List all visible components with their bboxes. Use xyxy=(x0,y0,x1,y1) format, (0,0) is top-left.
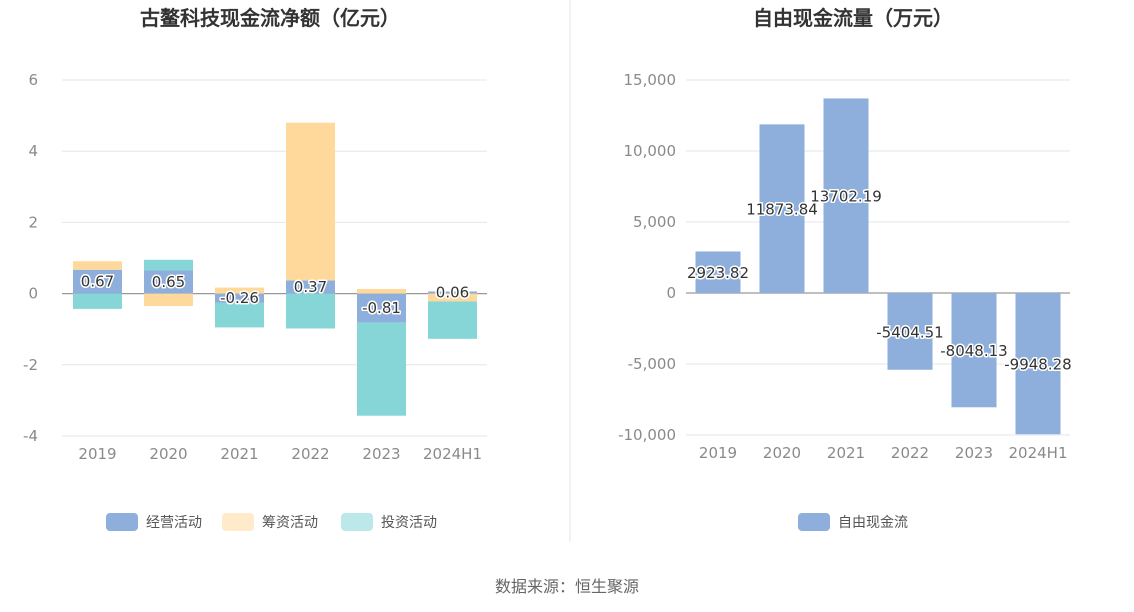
right-chart-title: 自由现金流量（万元） xyxy=(753,6,953,30)
chart-2-y-tick-label: 15,000 xyxy=(624,71,677,89)
chart-2-y-tick-label: 0 xyxy=(666,284,676,302)
chart-1-legend-swatch-筹资活动 xyxy=(222,513,254,531)
chart-1-bar-经营活动-2020 xyxy=(144,270,193,294)
chart-2-x-tick-label: 2020 xyxy=(763,444,801,462)
chart-1-y-tick-label: 2 xyxy=(28,213,38,231)
chart-2-y-tick-label: 10,000 xyxy=(624,142,677,160)
chart-1-bar-投资活动-2019 xyxy=(73,293,122,309)
left-chart-title: 古鳌科技现金流净额（亿元） xyxy=(140,6,400,30)
chart-1-data-label: -0.26 xyxy=(220,289,259,307)
chart-1-x-tick-label: 2019 xyxy=(78,445,116,463)
chart-1-data-label: 0.06 xyxy=(436,284,469,302)
chart-2-x-tick-label: 2021 xyxy=(827,444,865,462)
chart-1-bar-筹资活动-2023 xyxy=(357,288,406,294)
chart-2-x-tick-label: 2019 xyxy=(699,444,737,462)
chart-2-y-tick-label: -5,000 xyxy=(628,355,676,373)
chart-2-x-tick-label: 2022 xyxy=(891,444,929,462)
chart-1-legend-label: 经营活动 xyxy=(146,515,202,531)
chart-1-bar-经营活动-2019 xyxy=(73,269,122,294)
chart-1-bar-投资活动-2022 xyxy=(286,293,335,329)
source-note: 数据来源：恒生聚源 xyxy=(495,577,639,596)
chart-1-bar-筹资活动-2021 xyxy=(215,287,264,294)
chart-1-data-label: 0.67 xyxy=(81,273,114,291)
chart-2-bar-自由现金流-2019 xyxy=(695,251,741,293)
chart-1-bar-投资活动-2020 xyxy=(144,259,193,271)
chart-2-bar-自由现金流-2020 xyxy=(759,124,805,293)
chart-1-legend-label: 筹资活动 xyxy=(262,514,318,531)
chart-2-legend-label: 自由现金流 xyxy=(838,515,908,531)
chart-1-bar-经营活动-2021 xyxy=(215,293,264,303)
chart-1-bar-投资活动-2024H1 xyxy=(428,301,477,339)
chart-2-data-label: 2923.82 xyxy=(687,264,749,282)
chart-1-legend-swatch-经营活动 xyxy=(106,513,138,531)
chart-1-y-tick-label: 4 xyxy=(28,142,38,160)
chart-1-x-tick-label: 2022 xyxy=(291,445,329,463)
chart-2-data-label: -8048.13 xyxy=(940,342,1007,360)
chart-2-data-label: -9948.28 xyxy=(1004,356,1071,374)
chart-1-bar-经营活动-2022 xyxy=(286,280,335,294)
chart-2-x-tick-label: 2023 xyxy=(955,444,993,462)
chart-1-bar-筹资活动-2022 xyxy=(286,122,335,281)
chart-1-y-tick-label: 0 xyxy=(28,285,38,303)
chart-2-bar-自由现金流-2021 xyxy=(823,98,869,294)
chart-1-data-label: 0.37 xyxy=(294,278,327,296)
chart-1-bar-筹资活动-2024H1 xyxy=(428,293,477,302)
chart-1-y-tick-label: -2 xyxy=(23,356,38,374)
chart-2-data-label: 13702.19 xyxy=(810,188,882,206)
chart-2-legend-swatch-自由现金流 xyxy=(798,513,830,531)
chart-2-y-tick-label: -10,000 xyxy=(618,426,676,444)
chart-2-y-tick-label: 5,000 xyxy=(633,213,676,231)
chart-1-legend-label: 投资活动 xyxy=(381,515,437,531)
chart-1-data-label: -0.81 xyxy=(362,299,401,317)
chart-1-bar-经营活动-2023 xyxy=(357,293,406,323)
chart-1-x-tick-label: 2021 xyxy=(220,445,258,463)
chart-1-bar-经营活动-2024H1 xyxy=(428,291,477,294)
chart-2-data-label: 11873.84 xyxy=(746,201,818,219)
chart-1-y-tick-label: -4 xyxy=(23,427,38,445)
chart-2-bar-自由现金流-2023 xyxy=(951,293,997,408)
chart-1-x-tick-label: 2024H1 xyxy=(423,445,482,463)
chart-1-x-tick-label: 2023 xyxy=(362,445,400,463)
chart-2-bar-自由现金流-2024H1 xyxy=(1015,293,1061,435)
chart-2-data-label: -5404.51 xyxy=(876,323,943,341)
chart-2-bar-自由现金流-2022 xyxy=(887,293,933,370)
chart-1-legend-swatch-投资活动 xyxy=(341,513,373,531)
chart-1-bar-筹资活动-2020 xyxy=(144,293,193,307)
chart-1-bar-投资活动-2023 xyxy=(357,322,406,416)
chart-1-bar-筹资活动-2019 xyxy=(73,261,122,270)
chart-2-x-tick-label: 2024H1 xyxy=(1009,444,1068,462)
chart-1-data-label: 0.65 xyxy=(152,273,185,291)
chart-1-x-tick-label: 2020 xyxy=(149,445,187,463)
chart-1-y-tick-label: 6 xyxy=(28,71,38,89)
chart-1-bar-投资活动-2021 xyxy=(215,302,264,328)
